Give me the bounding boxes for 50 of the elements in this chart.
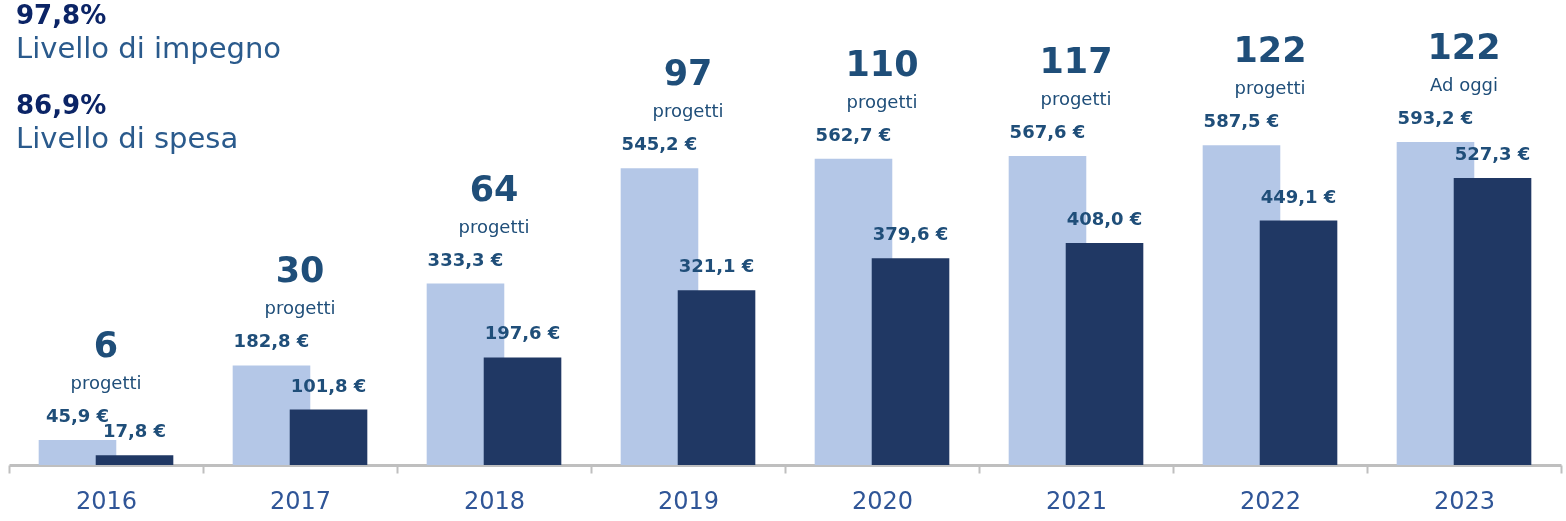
bar	[677, 290, 756, 465]
text: progetti	[1234, 77, 1306, 99]
text: Ad oggi	[1429, 74, 1499, 96]
x-tick-label: 2022	[1239, 486, 1302, 515]
annotation: 30	[275, 250, 325, 291]
bar	[95, 455, 174, 465]
bar	[871, 258, 950, 465]
data-label: 587,5 €	[1203, 110, 1280, 132]
data-label: 333,3 €	[427, 248, 504, 270]
x-tick-label: 2023	[1433, 486, 1496, 515]
data-label: 449,1 €	[1260, 185, 1337, 207]
data-label: 379,6 €	[872, 223, 949, 245]
text: 122	[1233, 30, 1307, 71]
annotation: progetti	[264, 297, 336, 319]
x-tick-label: 2016	[75, 486, 138, 515]
data-label: 321,1 €	[678, 255, 755, 277]
annotation: Livello di spesa	[16, 121, 239, 155]
annotation: progetti	[458, 215, 530, 237]
data-label: 567,6 €	[1009, 121, 1086, 143]
x-tick-label: 2021	[1045, 486, 1108, 515]
x-tick-label: 2018	[463, 486, 526, 515]
bar	[1453, 177, 1532, 465]
annotation: progetti	[70, 372, 142, 394]
bar	[1065, 242, 1144, 465]
text: 110	[845, 43, 919, 84]
text: 97,8%	[16, 0, 107, 30]
bar	[483, 357, 562, 465]
data-label: 527,3 €	[1454, 142, 1531, 164]
data-label: 408,0 €	[1066, 207, 1143, 229]
text: 117	[1039, 41, 1113, 82]
bar	[1259, 220, 1338, 465]
text: 86,9%	[16, 90, 107, 120]
text: progetti	[1040, 88, 1112, 110]
data-label: 593,2 €	[1397, 107, 1474, 129]
annotation: 6	[93, 325, 119, 366]
data-label: 197,6 €	[484, 322, 561, 344]
x-tick-label: 2019	[657, 486, 720, 515]
data-label: 545,2 €	[621, 133, 698, 155]
x-tick-label: 2017	[269, 486, 332, 515]
data-label: 182,8 €	[233, 330, 310, 352]
text: progetti	[846, 90, 918, 112]
annotation: 64	[469, 168, 519, 209]
data-label: 562,7 €	[815, 123, 892, 145]
x-tick-label: 2020	[851, 486, 914, 515]
text: progetti	[652, 100, 724, 122]
text: Livello di impegno	[16, 31, 282, 65]
text: 122	[1427, 27, 1501, 68]
data-label: 101,8 €	[290, 374, 367, 396]
text: 97	[663, 53, 713, 94]
bar	[289, 409, 368, 465]
